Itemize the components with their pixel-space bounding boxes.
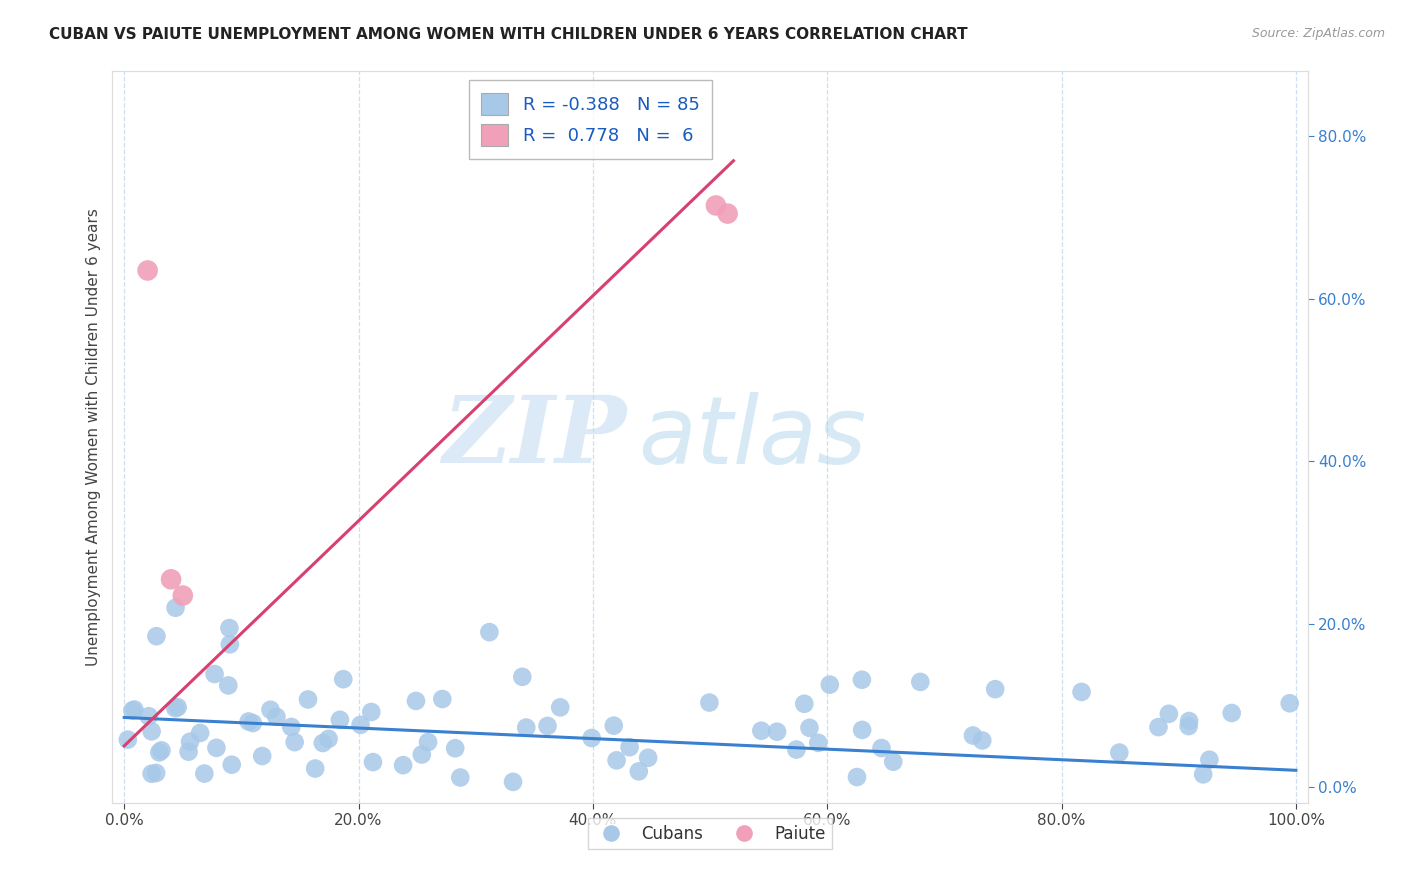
- Point: [478, 625, 501, 640]
- Point: [160, 572, 183, 586]
- Point: [165, 701, 187, 715]
- Point: [619, 740, 641, 755]
- Point: [166, 700, 188, 714]
- Point: [217, 678, 239, 692]
- Point: [124, 702, 146, 716]
- Point: [188, 726, 211, 740]
- Y-axis label: Unemployment Among Women with Children Under 6 years: Unemployment Among Women with Children U…: [86, 208, 101, 666]
- Point: [280, 720, 302, 734]
- Point: [846, 770, 869, 784]
- Point: [515, 721, 537, 735]
- Point: [218, 637, 240, 651]
- Point: [449, 771, 471, 785]
- Point: [818, 677, 841, 691]
- Point: [318, 731, 340, 746]
- Point: [603, 719, 626, 733]
- Point: [141, 766, 163, 780]
- Point: [699, 696, 721, 710]
- Point: [242, 716, 264, 731]
- Point: [1192, 767, 1215, 781]
- Point: [266, 710, 288, 724]
- Point: [870, 741, 893, 756]
- Point: [793, 697, 815, 711]
- Point: [1278, 696, 1301, 710]
- Point: [1147, 720, 1170, 734]
- Point: [349, 718, 371, 732]
- Point: [259, 703, 281, 717]
- Point: [205, 740, 228, 755]
- Point: [329, 713, 352, 727]
- Point: [141, 724, 163, 739]
- Point: [1157, 706, 1180, 721]
- Point: [136, 263, 159, 277]
- Point: [145, 629, 167, 643]
- Point: [444, 741, 467, 756]
- Point: [910, 674, 932, 689]
- Point: [1070, 685, 1092, 699]
- Point: [581, 731, 603, 745]
- Point: [432, 692, 454, 706]
- Point: [361, 755, 384, 769]
- Point: [962, 729, 984, 743]
- Point: [117, 732, 139, 747]
- Point: [704, 198, 727, 212]
- Point: [177, 745, 200, 759]
- Point: [1220, 706, 1243, 720]
- Point: [536, 719, 558, 733]
- Point: [851, 673, 873, 687]
- Point: [502, 775, 524, 789]
- Point: [332, 672, 354, 686]
- Point: [510, 670, 533, 684]
- Point: [121, 703, 143, 717]
- Point: [984, 682, 1007, 697]
- Point: [851, 723, 873, 737]
- Point: [1108, 746, 1130, 760]
- Point: [882, 755, 904, 769]
- Point: [221, 757, 243, 772]
- Point: [204, 667, 226, 681]
- Point: [304, 762, 326, 776]
- Point: [637, 751, 659, 765]
- Point: [297, 692, 319, 706]
- Point: [799, 721, 821, 735]
- Point: [1177, 719, 1199, 733]
- Point: [193, 766, 215, 780]
- Legend: Cubans, Paiute: Cubans, Paiute: [588, 818, 832, 849]
- Point: [627, 764, 650, 779]
- Point: [284, 735, 307, 749]
- Point: [218, 621, 240, 635]
- Point: [250, 749, 273, 764]
- Point: [148, 746, 170, 760]
- Point: [411, 747, 433, 762]
- Point: [717, 206, 740, 220]
- Point: [392, 758, 415, 772]
- Point: [238, 714, 260, 729]
- Text: atlas: atlas: [638, 392, 866, 483]
- Point: [145, 766, 167, 780]
- Point: [172, 589, 194, 603]
- Text: ZIP: ZIP: [441, 392, 627, 482]
- Point: [1198, 753, 1220, 767]
- Point: [766, 724, 789, 739]
- Point: [1178, 714, 1201, 728]
- Point: [416, 735, 439, 749]
- Point: [785, 742, 807, 756]
- Text: Source: ZipAtlas.com: Source: ZipAtlas.com: [1251, 27, 1385, 40]
- Point: [138, 709, 160, 723]
- Point: [972, 733, 994, 747]
- Point: [749, 723, 772, 738]
- Text: CUBAN VS PAIUTE UNEMPLOYMENT AMONG WOMEN WITH CHILDREN UNDER 6 YEARS CORRELATION: CUBAN VS PAIUTE UNEMPLOYMENT AMONG WOMEN…: [49, 27, 967, 42]
- Point: [807, 736, 830, 750]
- Point: [150, 743, 173, 757]
- Point: [179, 735, 201, 749]
- Point: [606, 753, 628, 767]
- Point: [548, 700, 571, 714]
- Point: [405, 694, 427, 708]
- Point: [165, 600, 187, 615]
- Point: [360, 705, 382, 719]
- Point: [312, 736, 335, 750]
